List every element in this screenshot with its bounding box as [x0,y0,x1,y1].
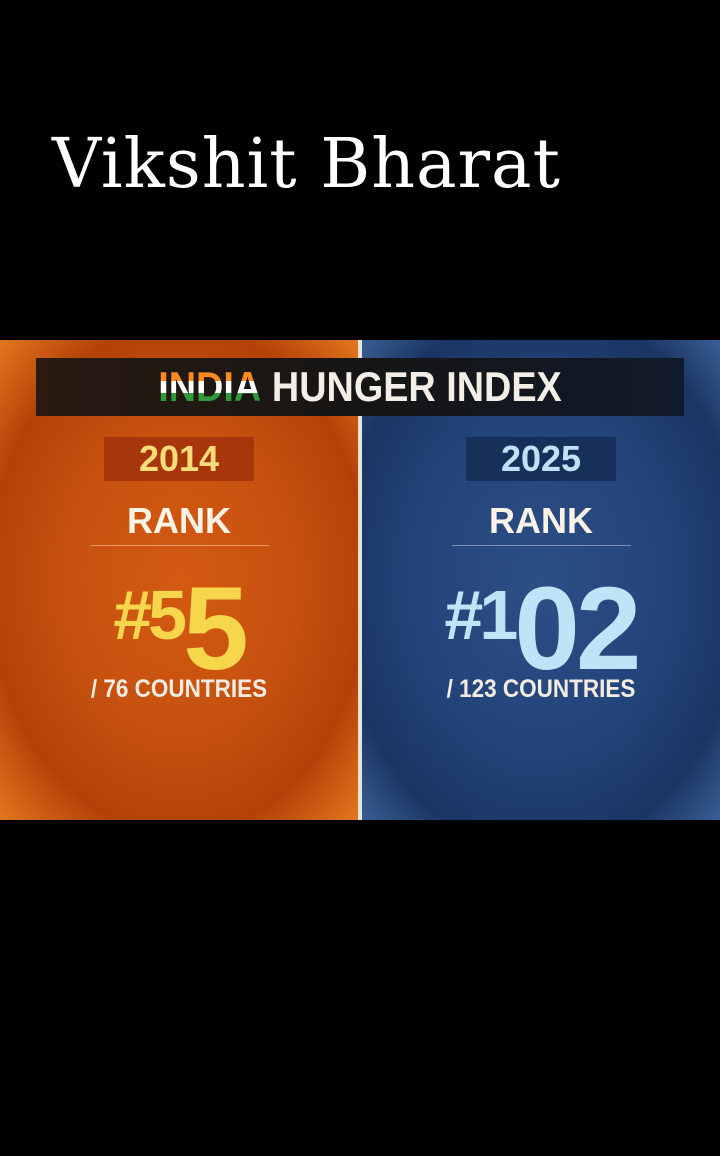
title-rest: HUNGER INDEX [271,363,562,410]
panel-2014: 2014 RANK #55 / 76 COUNTRIES [0,340,358,820]
panel-2025: 2025 RANK #102 / 123 COUNTRIES [362,340,720,820]
divider [358,340,362,820]
caption: Vikshit Bharat [52,125,561,204]
countries: / 123 COUNTRIES [446,675,636,703]
title-banner: INDIA HUNGER INDEX [36,358,684,416]
infographic: 2014 RANK #55 / 76 COUNTRIES 2025 RANK #… [0,340,720,820]
countries: / 76 COUNTRIES [90,675,268,703]
rank-label: RANK [489,500,593,541]
rank: #55 [113,563,249,695]
rank: #102 [444,563,641,695]
rank-label: RANK [127,500,231,541]
year: 2025 [466,437,616,481]
year: 2014 [104,437,254,481]
title-highlight: INDIA [158,363,262,410]
rule [451,545,631,546]
rule [89,545,269,546]
